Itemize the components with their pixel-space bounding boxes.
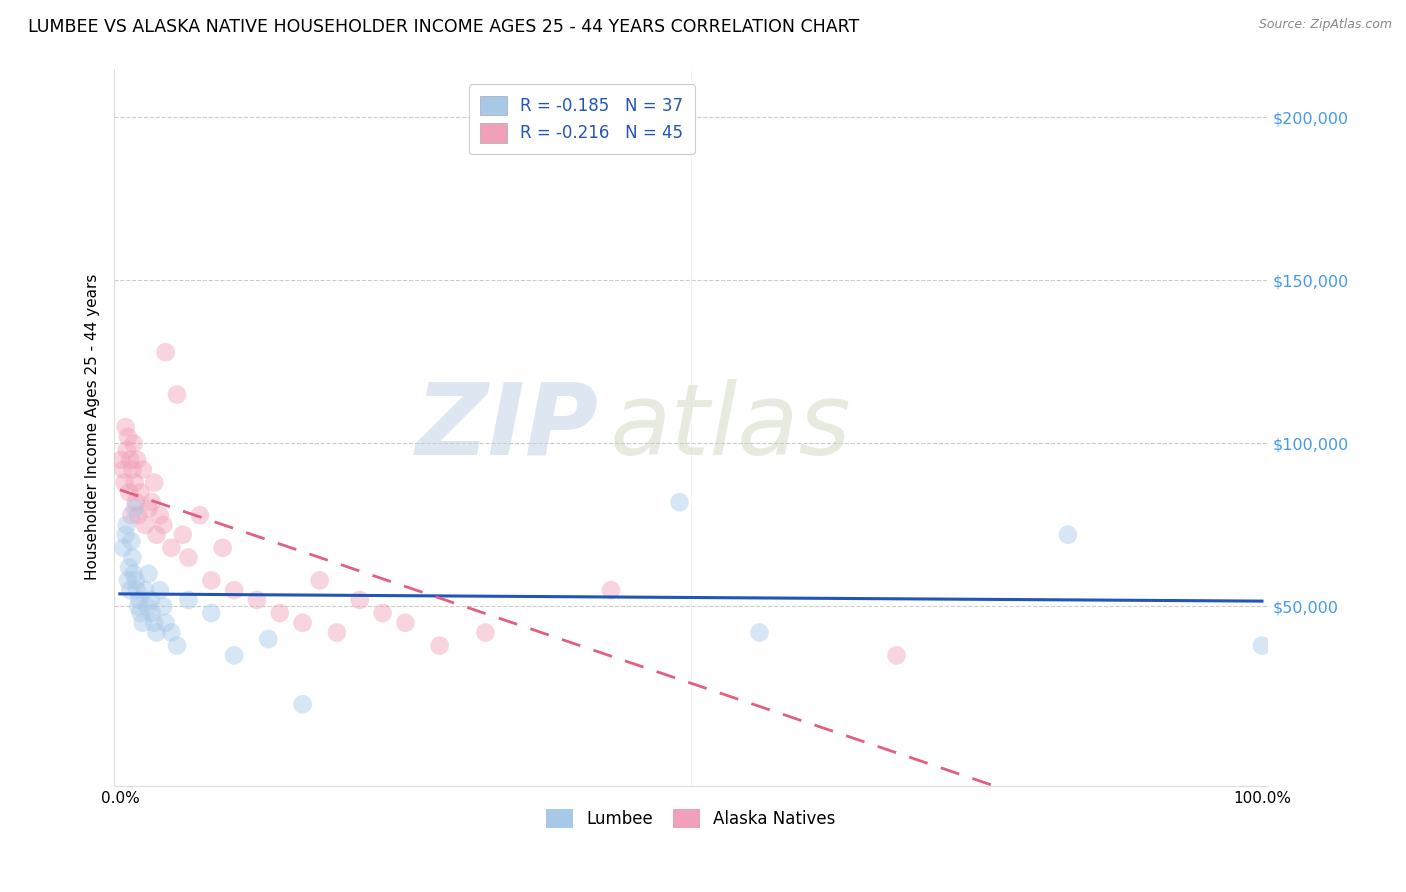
Text: Source: ZipAtlas.com: Source: ZipAtlas.com (1258, 18, 1392, 31)
Point (120, 534, 142, 549)
Point (139, 593, 162, 607)
Point (118, 560, 141, 574)
Point (145, 527, 167, 541)
Point (143, 615, 166, 630)
Point (121, 462, 143, 476)
Point (269, 606, 291, 620)
Point (177, 593, 200, 607)
Point (371, 606, 394, 620)
Point (115, 518, 138, 533)
Point (600, 583, 623, 598)
Point (112, 462, 135, 476)
Point (122, 436, 145, 450)
Point (748, 625, 770, 640)
Point (141, 606, 163, 620)
Point (257, 632, 280, 646)
Text: ZIP: ZIP (416, 378, 599, 475)
Point (1056, 527, 1078, 541)
Point (115, 442, 138, 457)
Point (124, 475, 146, 490)
Point (152, 599, 174, 614)
Text: LUMBEE VS ALASKA NATIVE HOUSEHOLDER INCOME AGES 25 - 44 YEARS CORRELATION CHART: LUMBEE VS ALASKA NATIVE HOUSEHOLDER INCO… (28, 18, 859, 36)
Point (120, 508, 142, 523)
Point (155, 615, 177, 630)
Point (246, 593, 269, 607)
Point (128, 593, 150, 607)
Point (172, 527, 194, 541)
Point (132, 615, 155, 630)
Point (114, 475, 136, 490)
Point (349, 593, 371, 607)
Point (166, 387, 188, 401)
Point (149, 583, 172, 598)
Point (200, 574, 222, 588)
Point (668, 495, 690, 509)
Point (120, 452, 142, 467)
Point (121, 550, 143, 565)
Point (326, 625, 349, 640)
Point (394, 615, 416, 630)
Point (110, 452, 132, 467)
Point (308, 574, 330, 588)
Point (141, 495, 163, 509)
Text: atlas: atlas (610, 378, 852, 475)
Point (138, 566, 160, 581)
Point (120, 583, 142, 598)
Point (224, 648, 246, 663)
Point (166, 639, 188, 653)
Point (291, 615, 314, 630)
Point (138, 501, 160, 516)
Point (134, 583, 156, 598)
Point (129, 606, 152, 620)
Point (112, 541, 135, 555)
Point (125, 495, 148, 509)
Point (155, 345, 177, 359)
Point (474, 625, 496, 640)
Point (124, 501, 146, 516)
Point (177, 550, 200, 565)
Point (114, 527, 136, 541)
Point (1251, 639, 1274, 653)
Point (224, 583, 246, 598)
Point (152, 518, 174, 533)
Point (122, 566, 145, 581)
Point (127, 508, 149, 523)
Y-axis label: Householder Income Ages 25 - 44 years: Householder Income Ages 25 - 44 years (86, 274, 100, 581)
Point (160, 541, 183, 555)
Point (291, 698, 314, 712)
Legend: Lumbee, Alaska Natives: Lumbee, Alaska Natives (540, 802, 842, 835)
Point (160, 625, 183, 640)
Point (117, 430, 139, 444)
Point (114, 420, 136, 434)
Point (188, 508, 211, 523)
Point (211, 541, 233, 555)
Point (136, 599, 159, 614)
Point (143, 475, 166, 490)
Point (429, 639, 451, 653)
Point (117, 574, 139, 588)
Point (127, 599, 149, 614)
Point (125, 583, 148, 598)
Point (125, 574, 148, 588)
Point (118, 485, 141, 500)
Point (145, 625, 167, 640)
Point (886, 648, 908, 663)
Point (149, 508, 172, 523)
Point (125, 452, 148, 467)
Point (129, 485, 152, 500)
Point (200, 606, 222, 620)
Point (134, 518, 156, 533)
Point (132, 462, 155, 476)
